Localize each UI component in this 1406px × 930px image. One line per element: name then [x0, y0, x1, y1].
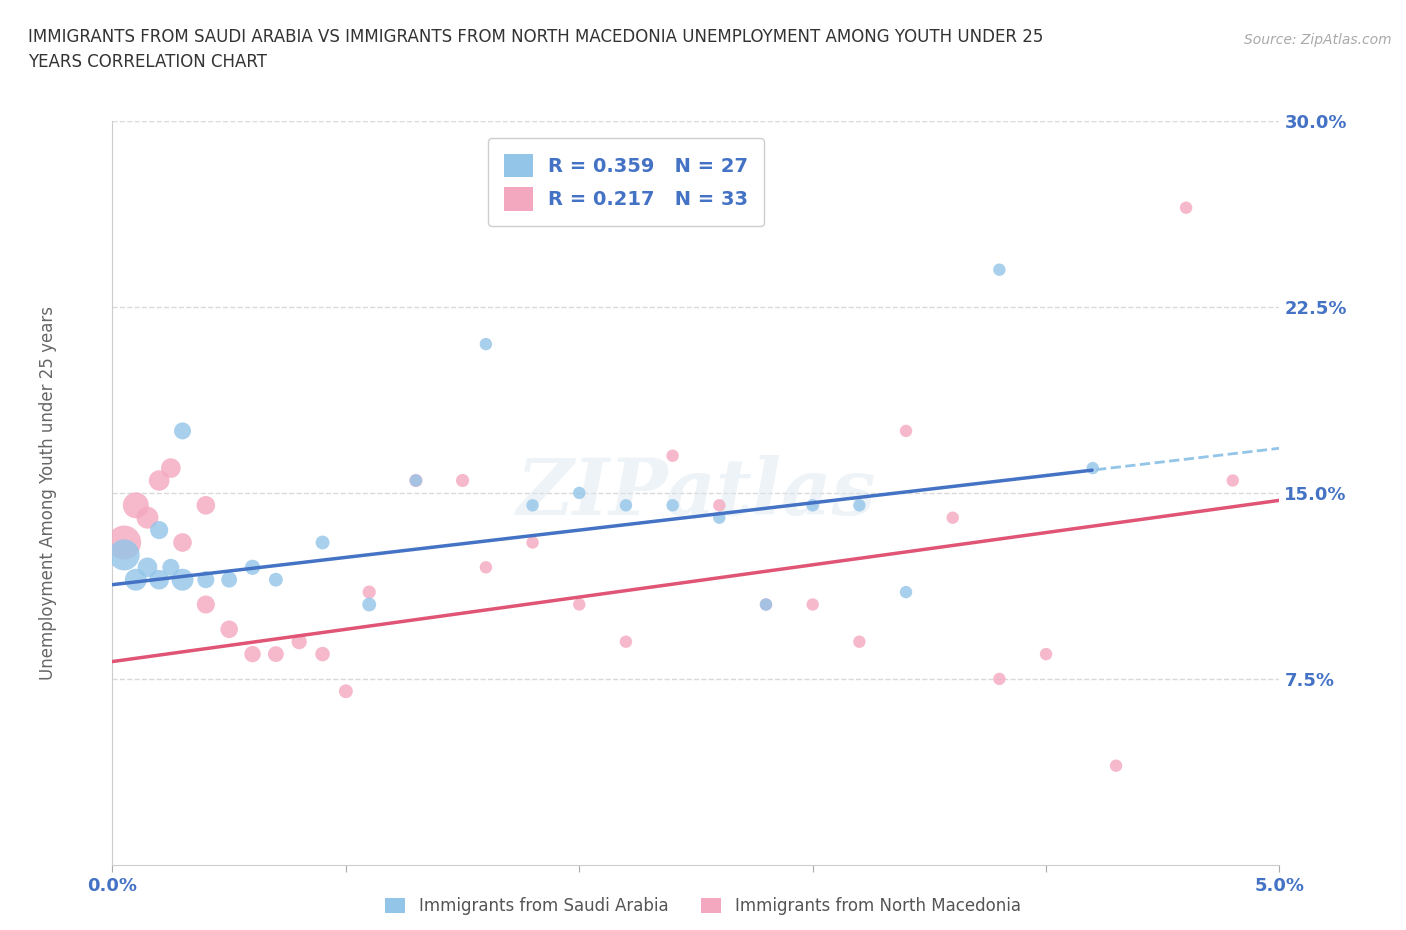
Point	[709, 511, 731, 525]
Point	[755, 597, 778, 612]
Point	[568, 597, 591, 612]
Point	[522, 535, 544, 550]
Legend: Immigrants from Saudi Arabia, Immigrants from North Macedonia: Immigrants from Saudi Arabia, Immigrants…	[378, 890, 1028, 922]
Point	[264, 646, 287, 661]
Point	[148, 523, 170, 538]
Point	[359, 585, 381, 600]
Point	[1222, 473, 1244, 488]
Point	[218, 572, 240, 587]
Point	[942, 511, 965, 525]
Point	[288, 634, 311, 649]
Point	[242, 646, 264, 661]
Point	[112, 535, 135, 550]
Point	[1035, 646, 1057, 661]
Point	[1081, 460, 1104, 475]
Point	[988, 262, 1011, 277]
Point	[801, 597, 824, 612]
Legend: R = 0.359   N = 27, R = 0.217   N = 33: R = 0.359 N = 27, R = 0.217 N = 33	[488, 138, 763, 226]
Point	[451, 473, 474, 488]
Point	[194, 498, 217, 512]
Point	[522, 498, 544, 512]
Text: Source: ZipAtlas.com: Source: ZipAtlas.com	[1244, 33, 1392, 46]
Point	[148, 572, 170, 587]
Point	[848, 498, 870, 512]
Point	[661, 498, 683, 512]
Point	[568, 485, 591, 500]
Point	[1105, 758, 1128, 773]
Point	[242, 560, 264, 575]
Point	[311, 646, 333, 661]
Point	[755, 597, 778, 612]
Text: ZIPatlas: ZIPatlas	[516, 455, 876, 531]
Point	[894, 585, 917, 600]
Point	[194, 572, 217, 587]
Point	[1175, 200, 1198, 215]
Point	[125, 572, 148, 587]
Text: Unemployment Among Youth under 25 years: Unemployment Among Youth under 25 years	[39, 306, 58, 680]
Point	[475, 337, 498, 352]
Point	[894, 423, 917, 438]
Point	[172, 572, 194, 587]
Point	[125, 498, 148, 512]
Point	[112, 548, 135, 563]
Point	[218, 622, 240, 637]
Point	[359, 597, 381, 612]
Text: IMMIGRANTS FROM SAUDI ARABIA VS IMMIGRANTS FROM NORTH MACEDONIA UNEMPLOYMENT AMO: IMMIGRANTS FROM SAUDI ARABIA VS IMMIGRAN…	[28, 28, 1043, 71]
Point	[661, 448, 683, 463]
Point	[801, 498, 824, 512]
Point	[264, 572, 287, 587]
Point	[172, 535, 194, 550]
Point	[405, 473, 427, 488]
Point	[614, 498, 637, 512]
Point	[311, 535, 333, 550]
Point	[136, 511, 159, 525]
Point	[194, 597, 217, 612]
Point	[335, 684, 357, 698]
Point	[160, 460, 183, 475]
Point	[614, 634, 637, 649]
Point	[136, 560, 159, 575]
Point	[148, 473, 170, 488]
Point	[709, 498, 731, 512]
Point	[475, 560, 498, 575]
Point	[160, 560, 183, 575]
Point	[848, 634, 870, 649]
Point	[172, 423, 194, 438]
Point	[405, 473, 427, 488]
Point	[988, 671, 1011, 686]
